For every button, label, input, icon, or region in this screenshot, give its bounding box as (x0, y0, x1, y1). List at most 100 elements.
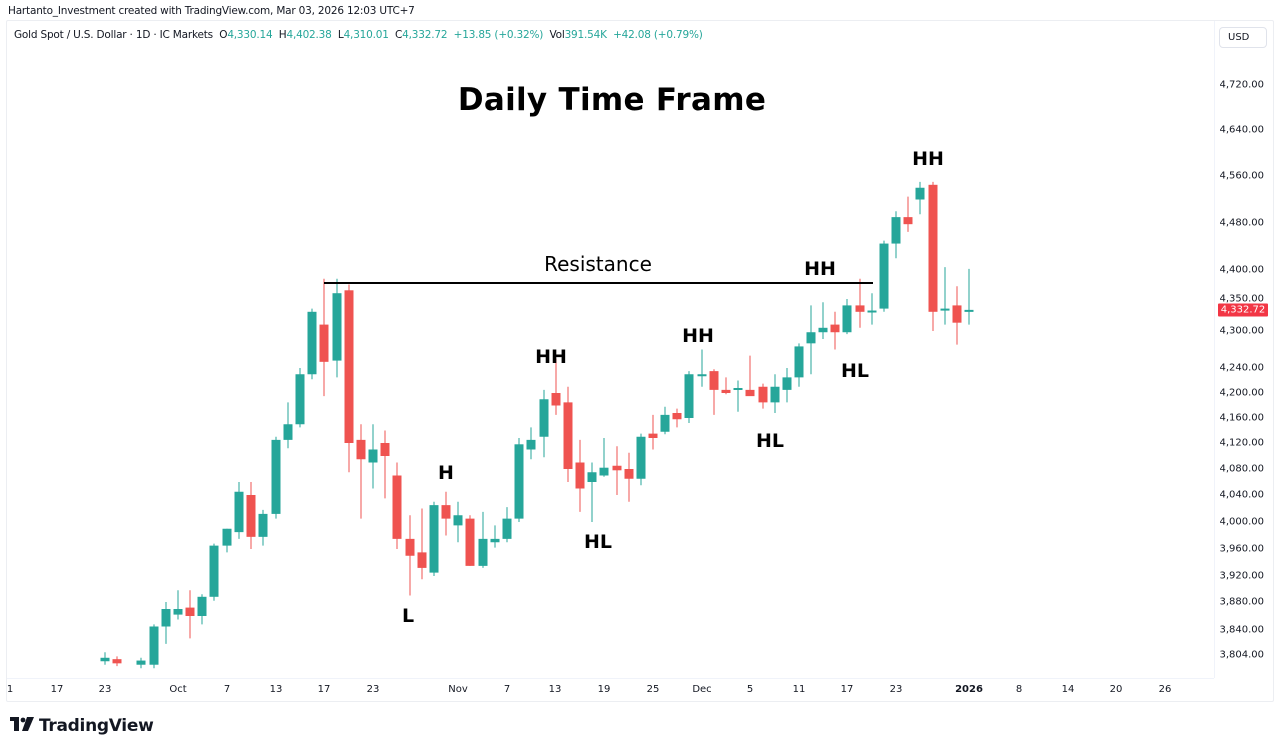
swing-annotation-l[interactable]: L (401, 605, 415, 627)
candle[interactable] (636, 433, 646, 486)
candle-body (721, 389, 731, 393)
candle[interactable] (928, 181, 938, 331)
candle[interactable] (465, 515, 475, 566)
candle[interactable] (246, 482, 256, 549)
candle[interactable] (405, 515, 415, 596)
candle[interactable] (258, 509, 268, 546)
time-axis[interactable]: 1 17 23 Oct 7 13 17 23 Nov 7 13 19 25 Dec 5 11 17 23 2026 8… (7, 678, 1214, 700)
candle[interactable] (964, 268, 974, 325)
candle[interactable] (478, 511, 488, 568)
candle[interactable] (770, 374, 780, 413)
candle[interactable] (806, 305, 816, 375)
candle[interactable] (161, 602, 171, 644)
symbol-legend[interactable]: Gold Spot / U.S. Dollar · 1D · IC Market… (14, 29, 703, 41)
candle[interactable] (380, 430, 390, 499)
swing-annotation-hl[interactable]: HL (755, 430, 785, 452)
swing-annotation-hh[interactable]: HH (535, 346, 567, 368)
candle[interactable] (624, 452, 634, 502)
candle[interactable] (563, 386, 573, 482)
chart-plot-area[interactable] (7, 50, 1214, 678)
candle[interactable] (222, 528, 232, 553)
candle-body (648, 433, 658, 438)
price-tick-label: 4,560.00 (1219, 170, 1264, 182)
symbol-name[interactable]: Gold Spot / U.S. Dollar · 1D · IC Market… (14, 29, 213, 41)
candle[interactable] (660, 406, 670, 435)
time-tick-label: 7 (503, 684, 511, 695)
candle[interactable] (295, 368, 305, 428)
candle[interactable] (648, 414, 658, 450)
candle[interactable] (733, 380, 743, 412)
candle[interactable] (697, 349, 707, 387)
candle[interactable] (173, 590, 183, 620)
candle-body (332, 293, 342, 361)
candle[interactable] (283, 402, 293, 449)
candle[interactable] (891, 211, 901, 259)
swing-annotation-hl[interactable]: HL (583, 531, 613, 553)
candle[interactable] (551, 358, 561, 415)
candle[interactable] (136, 657, 146, 669)
candle[interactable] (149, 624, 159, 669)
candle[interactable] (490, 525, 500, 548)
candle[interactable] (441, 491, 451, 536)
candle[interactable] (745, 355, 755, 397)
candle[interactable] (271, 436, 281, 519)
candle[interactable] (758, 383, 768, 409)
candle[interactable] (842, 299, 852, 335)
candle[interactable] (952, 286, 962, 345)
swing-annotation-hh[interactable]: HH (912, 148, 944, 170)
candle[interactable] (830, 311, 840, 350)
price-tick-label: 4,640.00 (1219, 124, 1264, 136)
high-value: 4,402.38 (286, 29, 332, 41)
candle[interactable] (234, 482, 244, 539)
candle[interactable] (100, 652, 110, 665)
swing-annotation-h[interactable]: H (438, 462, 454, 484)
time-tick-label: 13 (269, 684, 283, 695)
swing-annotation-hl[interactable]: HL (840, 360, 870, 382)
candle[interactable] (575, 439, 585, 512)
candle[interactable] (344, 284, 354, 473)
candle[interactable] (915, 181, 925, 215)
candle[interactable] (818, 302, 828, 340)
candle[interactable] (429, 501, 439, 576)
candle-body (660, 414, 670, 432)
candle[interactable] (879, 240, 889, 312)
candle[interactable] (356, 424, 366, 519)
candle[interactable] (368, 424, 378, 489)
candle[interactable] (514, 438, 524, 522)
candle[interactable] (782, 368, 792, 403)
candle[interactable] (319, 278, 329, 397)
resistance-label[interactable]: Resistance (544, 252, 652, 276)
candle[interactable] (185, 590, 195, 639)
price-axis[interactable]: 4,720.00 4,640.00 4,560.00 4,480.00 4,400.00… (1214, 21, 1273, 678)
candle[interactable] (721, 377, 731, 395)
candle[interactable] (502, 507, 512, 543)
candle-body (392, 475, 402, 539)
candle[interactable] (599, 438, 609, 477)
swing-annotation-hh[interactable]: HH (804, 258, 836, 280)
candle[interactable] (417, 508, 427, 580)
candle[interactable] (672, 408, 682, 428)
candle[interactable] (903, 196, 913, 232)
candle[interactable] (855, 278, 865, 328)
candle[interactable] (940, 267, 950, 325)
candle[interactable] (112, 656, 122, 667)
price-tick-label: 4,240.00 (1219, 362, 1264, 374)
candle[interactable] (307, 308, 317, 380)
candle[interactable] (526, 427, 536, 460)
candle-body (185, 607, 195, 616)
currency-button[interactable]: USD (1219, 27, 1267, 48)
candle[interactable] (709, 369, 719, 415)
candle[interactable] (453, 501, 463, 543)
candle[interactable] (794, 343, 804, 387)
candle[interactable] (332, 278, 342, 378)
candle[interactable] (684, 371, 694, 423)
candle[interactable] (587, 462, 597, 523)
candle[interactable] (867, 293, 877, 325)
candle[interactable] (209, 543, 219, 601)
swing-annotation-hh[interactable]: HH (682, 325, 714, 347)
candle[interactable] (392, 462, 402, 550)
candle[interactable] (539, 389, 549, 458)
candle-body (344, 290, 354, 443)
candle[interactable] (197, 594, 207, 625)
candle[interactable] (612, 446, 622, 495)
